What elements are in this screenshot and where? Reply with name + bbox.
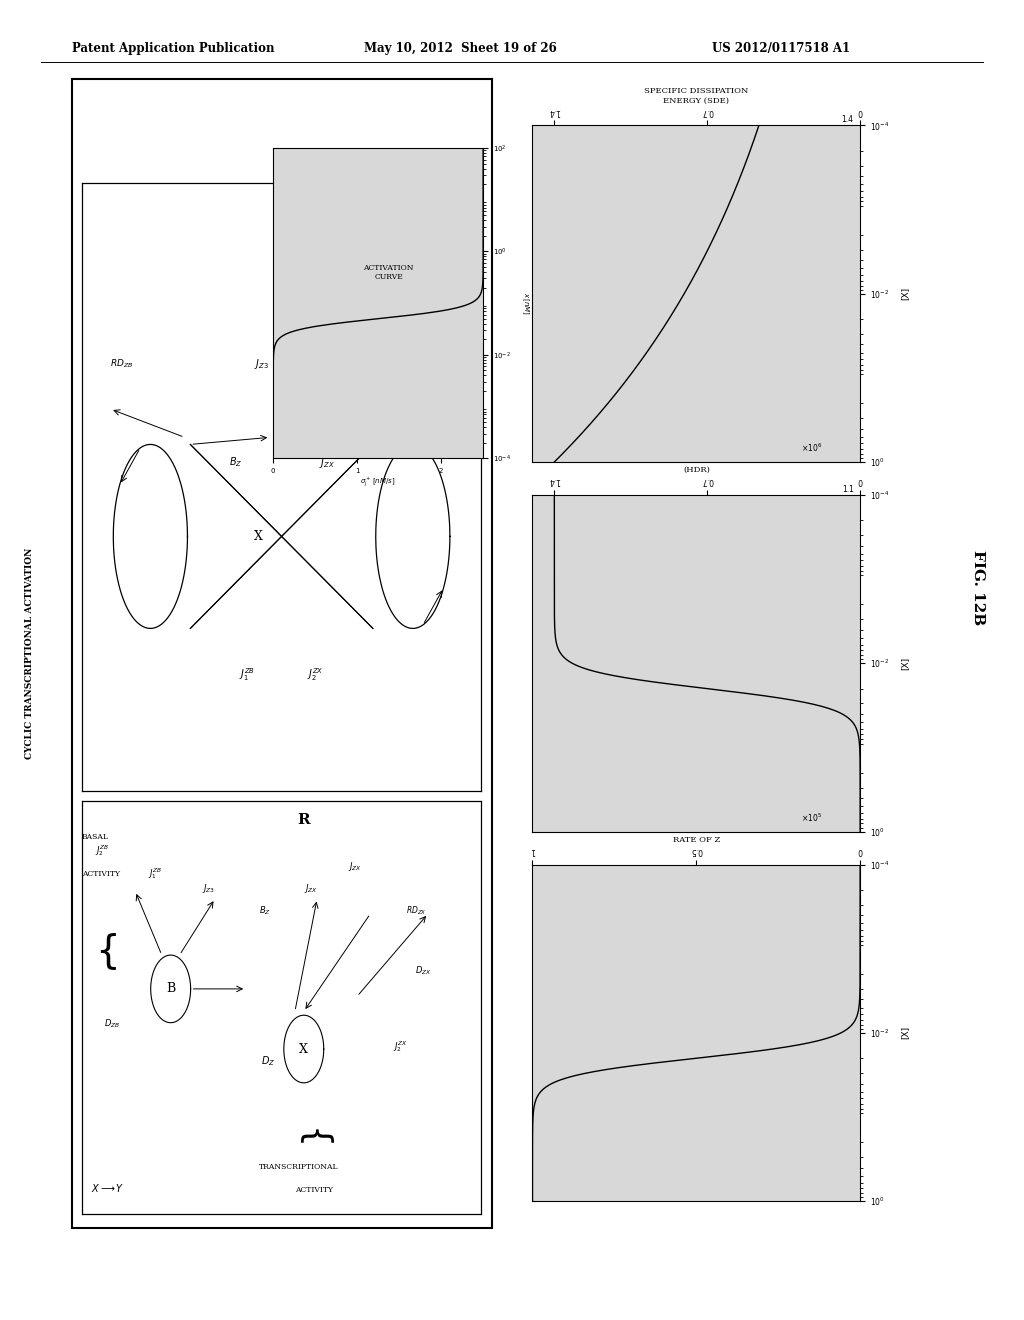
Text: B: B: [166, 982, 175, 995]
Text: $RD_{ZX}$: $RD_{ZX}$: [429, 358, 454, 370]
Text: X: X: [254, 529, 263, 543]
Text: CYCLIC TRANSCRIPTIONAL ACTIVATION: CYCLIC TRANSCRIPTIONAL ACTIVATION: [26, 548, 34, 759]
Text: {: {: [95, 932, 120, 970]
Text: $J_1^{ZB}$: $J_1^{ZB}$: [148, 866, 163, 880]
Text: $RD_{ZB}$: $RD_{ZB}$: [111, 358, 133, 370]
Text: {: {: [295, 1129, 329, 1150]
Text: $J_{Z3}$: $J_{Z3}$: [202, 882, 215, 895]
Text: X: X: [299, 1043, 308, 1056]
Text: $J_Z^B$: $J_Z^B$: [296, 355, 307, 371]
Text: ACTIVITY: ACTIVITY: [82, 870, 120, 878]
Y-axis label: [X]: [X]: [900, 288, 909, 300]
Text: $J_{Z3}$: $J_{Z3}$: [254, 356, 269, 371]
Text: $D_{ZX}$: $D_{ZX}$: [415, 965, 431, 977]
Y-axis label: [X]: [X]: [900, 657, 909, 669]
Text: TRANSCRIPTIONAL: TRANSCRIPTIONAL: [259, 1163, 339, 1171]
Text: US 2012/0117518 A1: US 2012/0117518 A1: [712, 42, 850, 55]
Text: $J_{ZX}$: $J_{ZX}$: [348, 859, 362, 873]
Text: $D_{ZB}$: $D_{ZB}$: [104, 1018, 120, 1030]
Text: $J_2^{ZB}$: $J_2^{ZB}$: [95, 843, 110, 858]
Text: $J_{ZX}$: $J_{ZX}$: [304, 882, 317, 895]
Text: $B_Z$: $B_Z$: [229, 455, 243, 470]
Y-axis label: $x\,[nM]$: $x\,[nM]$: [520, 292, 530, 314]
Text: $J_2^{ZX}$: $J_2^{ZX}$: [392, 1039, 408, 1053]
X-axis label: HEAT DISSIPATION RATE
(HDR): HEAT DISSIPATION RATE (HDR): [640, 457, 753, 474]
Text: 1.1: 1.1: [842, 484, 854, 494]
X-axis label: SPECIFIC DISSIPATION
ENERGY (SDE): SPECIFIC DISSIPATION ENERGY (SDE): [644, 87, 749, 104]
Text: FIG. 12B: FIG. 12B: [971, 549, 985, 626]
Text: $D_Z$: $D_Z$: [261, 1055, 275, 1068]
Text: $J_{ZX}$: $J_{ZX}$: [319, 455, 335, 470]
Text: $RD_{ZX}$: $RD_{ZX}$: [406, 904, 426, 917]
Text: 1.4: 1.4: [842, 115, 854, 124]
X-axis label: $\sigma^+_j\,[nM/s]$: $\sigma^+_j\,[nM/s]$: [360, 475, 396, 488]
Text: $X \longrightarrow Y$: $X \longrightarrow Y$: [91, 1181, 124, 1193]
Text: ACTIVITY: ACTIVITY: [295, 1185, 333, 1193]
Text: $J_2^{ZX}$: $J_2^{ZX}$: [307, 667, 325, 682]
Text: R: R: [298, 813, 310, 826]
Y-axis label: [X]: [X]: [900, 1027, 909, 1039]
Text: May 10, 2012  Sheet 19 of 26: May 10, 2012 Sheet 19 of 26: [364, 42, 556, 55]
Text: $J_1^{ZB}$: $J_1^{ZB}$: [240, 667, 255, 682]
Text: $B_Z$: $B_Z$: [259, 904, 271, 917]
Text: BASAL: BASAL: [82, 833, 109, 841]
Text: $\times 10^6$: $\times 10^6$: [801, 441, 822, 454]
Text: Patent Application Publication: Patent Application Publication: [72, 42, 274, 55]
Text: $\times 10^5$: $\times 10^5$: [801, 810, 822, 824]
X-axis label: TRANSCRIPTIONAL
RATE OF Z: TRANSCRIPTIONAL RATE OF Z: [652, 826, 740, 843]
Text: ACTIVATION
CURVE: ACTIVATION CURVE: [364, 264, 414, 281]
Text: Z: Z: [276, 203, 287, 218]
